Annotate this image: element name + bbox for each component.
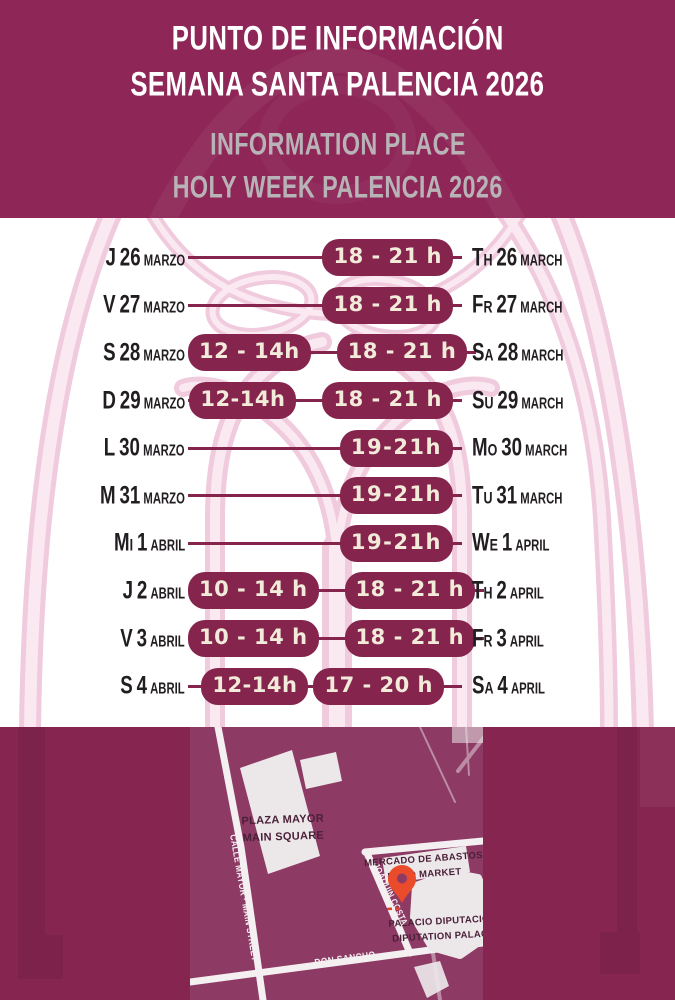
date-es: J 2 ABRIL	[122, 576, 185, 605]
schedule-row-26march: J 26 MARZO 18 - 21 h TH 26 MARCH	[0, 234, 675, 282]
schedule-row-30march: L 30 MARZO 19-21h MO 30 MARCH	[0, 424, 675, 472]
plaza-mayor-label: PLAZA MAYOR MAIN SQUARE	[241, 813, 324, 845]
date-en: WE 1 APRIL	[472, 528, 550, 558]
schedule-row-1april: MI 1 ABRIL 19-21h WE 1 APRIL	[0, 520, 675, 568]
location-pin-icon	[386, 865, 416, 911]
time-pill-evening: 19-21h	[339, 477, 453, 515]
date-en: SA 4 APRIL	[472, 671, 545, 700]
time-pill-evening: 18 - 21 h	[322, 286, 453, 324]
location-map: PLAZA MAYOR MAIN SQUARE MERCADO DE ABAST…	[18, 727, 675, 1000]
time-pill-morning: 10 - 14 h	[188, 572, 319, 610]
date-en: SA 28 MARCH	[472, 338, 564, 367]
date-es: M 31 MARZO	[100, 481, 185, 510]
title-en-line2: HOLY WEEK PALENCIA 2026	[172, 169, 503, 205]
connector-zone: 10 - 14 h 18 - 21 h	[185, 620, 485, 658]
schedule-rows: J 26 MARZO 18 - 21 h TH 26 MARCH V 27 MARZO 18…	[0, 218, 675, 710]
building-palacio	[410, 869, 483, 959]
connector-zone: 10 - 14 h 18 - 21 h	[185, 572, 485, 610]
date-es: J 26 MARZO	[105, 243, 185, 272]
date-en: TH 2 APRIL	[472, 576, 544, 605]
date-en: TH 26 MARCH	[472, 243, 563, 272]
schedule-row-2april: J 2 ABRIL 10 - 14 h 18 - 21 h TH 2 APRIL	[0, 567, 675, 615]
time-pill-evening: 19-21h	[339, 429, 453, 467]
connector-zone: 19-21h	[185, 429, 465, 467]
date-es: V 3 ABRIL	[120, 623, 185, 653]
building-north-east	[452, 727, 483, 743]
time-pill-evening: 18 - 21 h	[322, 239, 453, 277]
schedule-row-31march: M 31 MARZO 19-21h TU 31 MARCH	[0, 472, 675, 520]
date-es: L 30 MARZO	[104, 433, 185, 462]
svg-text:PLAZA MAYOR: PLAZA MAYOR	[241, 813, 324, 828]
date-es: D 29 MARZO	[102, 385, 185, 415]
connector-zone: 12-14h 18 - 21 h	[185, 382, 465, 420]
road-mercado-top	[361, 837, 483, 856]
connector-zone: 18 - 21 h	[185, 239, 465, 277]
time-pill-evening: 18 - 21 h	[344, 620, 476, 658]
title-es-line1: PUNTO DE INFORMACIÓN	[171, 18, 504, 57]
date-en: FR 27 MARCH	[472, 290, 563, 320]
date-es: S 4 ABRIL	[120, 671, 185, 700]
time-pill-morning: 10 - 14 h	[188, 620, 319, 658]
schedule-row-27march: V 27 MARZO 18 - 21 h FR 27 MARCH	[0, 282, 675, 330]
time-pill-evening: 19-21h	[339, 524, 453, 562]
date-en: TU 31 MARCH	[472, 481, 563, 510]
date-es: S 28 MARZO	[103, 338, 185, 367]
svg-text:MAIN SQUARE: MAIN SQUARE	[242, 830, 324, 845]
title-en-line1: INFORMATION PLACE	[209, 127, 466, 162]
road-calle-mayor	[214, 727, 267, 1000]
building-plaza-annex	[300, 752, 342, 789]
date-en: SU 29 MARCH	[472, 385, 564, 415]
time-pill-evening: 18 - 21 h	[344, 572, 476, 610]
time-pill-evening: 17 - 20 h	[313, 667, 444, 705]
schedule-row-3april: V 3 ABRIL 10 - 14 h 18 - 21 h FR 3 APRIL	[0, 615, 675, 663]
svg-text:DIPUTATION PALACE: DIPUTATION PALACE	[392, 928, 495, 944]
connector-zone: 12 - 14h 18 - 21 h	[185, 334, 477, 372]
location-map-section: PLAZA MAYOR MAIN SQUARE MERCADO DE ABAST…	[0, 727, 675, 1000]
time-pill-evening: 18 - 21 h	[336, 334, 468, 372]
time-pill-evening: 18 - 21 h	[322, 382, 453, 420]
schedule-row-29march: D 29 MARZO 12-14h 18 - 21 h SU 29 MARCH	[0, 377, 675, 425]
time-pill-morning: 12-14h	[189, 382, 297, 420]
connector-zone: 18 - 21 h	[185, 286, 465, 324]
connector-zone: 19-21h	[185, 524, 465, 562]
band-pillar-watermark	[18, 727, 675, 979]
schedule-section: J 26 MARZO 18 - 21 h TH 26 MARCH V 27 MARZO 18…	[0, 218, 675, 727]
schedule-row-4april: S 4 ABRIL 12-14h 17 - 20 h SA 4 APRIL	[0, 662, 675, 710]
schedule-row-28march: S 28 MARZO 12 - 14h 18 - 21 h SA 28 MARCH	[0, 329, 675, 377]
date-es: V 27 MARZO	[103, 290, 185, 320]
time-pill-morning: 12-14h	[201, 667, 309, 705]
poster-header: PUNTO DE INFORMACIÓN SEMANA SANTA PALENC…	[0, 0, 675, 218]
time-pill-morning: 12 - 14h	[188, 334, 311, 372]
date-es: MI 1 ABRIL	[113, 528, 185, 558]
minor-roads	[419, 727, 483, 1000]
road-joaquin-costa	[363, 849, 414, 957]
building-plaza-mayor	[240, 750, 320, 874]
date-en: FR 3 APRIL	[472, 623, 544, 653]
title-es-line2: SEMANA SANTA PALENCIA 2026	[130, 63, 545, 103]
building-small-south	[414, 961, 449, 998]
connector-zone: 19-21h	[185, 477, 465, 515]
connector-zone: 12-14h 17 - 20 h	[185, 667, 465, 705]
date-en: MO 30 MARCH	[472, 433, 568, 462]
